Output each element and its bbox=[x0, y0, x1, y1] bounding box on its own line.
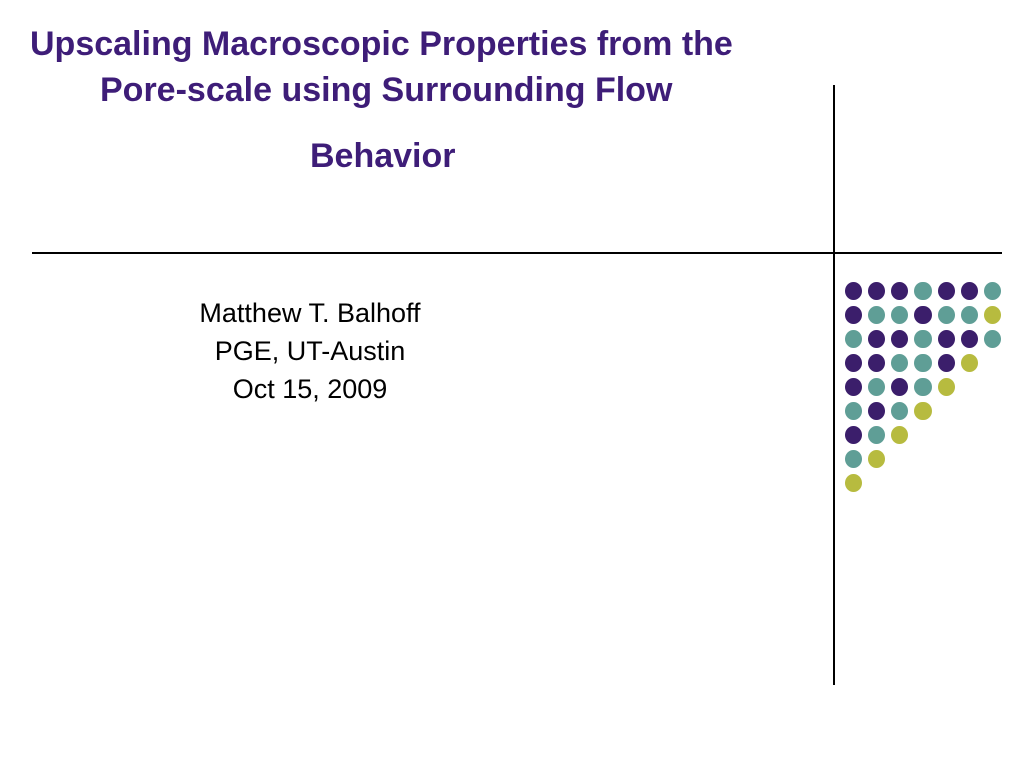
dot bbox=[891, 282, 908, 300]
dot-row bbox=[845, 426, 1007, 444]
dot bbox=[914, 354, 931, 372]
dot bbox=[868, 282, 885, 300]
dot bbox=[984, 450, 1001, 468]
dot bbox=[845, 450, 862, 468]
dot bbox=[961, 378, 978, 396]
dot bbox=[938, 378, 955, 396]
dot-row bbox=[845, 282, 1007, 300]
dot bbox=[961, 282, 978, 300]
dot bbox=[891, 354, 908, 372]
title-line-2: Pore-scale using Surrounding Flow bbox=[100, 68, 830, 114]
dot bbox=[961, 330, 978, 348]
dot bbox=[868, 306, 885, 324]
dot bbox=[845, 402, 862, 420]
dot bbox=[868, 330, 885, 348]
dot bbox=[845, 474, 862, 492]
dot bbox=[938, 402, 955, 420]
dot bbox=[938, 426, 955, 444]
dot bbox=[914, 474, 931, 492]
dot-row bbox=[845, 354, 1007, 372]
dot bbox=[984, 474, 1001, 492]
dot bbox=[961, 474, 978, 492]
dot bbox=[914, 330, 931, 348]
slide-title: Upscaling Macroscopic Properties from th… bbox=[30, 22, 830, 180]
title-line-1: Upscaling Macroscopic Properties from th… bbox=[30, 22, 830, 68]
dot bbox=[984, 402, 1001, 420]
dot bbox=[984, 426, 1001, 444]
dot-row bbox=[845, 330, 1007, 348]
horizontal-divider bbox=[32, 252, 1002, 254]
decorative-dot-grid bbox=[845, 282, 1007, 498]
dot bbox=[914, 426, 931, 444]
dot bbox=[914, 450, 931, 468]
dot bbox=[914, 306, 931, 324]
dot bbox=[868, 450, 885, 468]
dot bbox=[984, 306, 1001, 324]
dot-row bbox=[845, 306, 1007, 324]
author-name: Matthew T. Balhoff bbox=[0, 295, 620, 333]
dot bbox=[845, 282, 862, 300]
dot bbox=[891, 306, 908, 324]
dot bbox=[938, 474, 955, 492]
dot bbox=[845, 354, 862, 372]
dot-row bbox=[845, 450, 1007, 468]
dot bbox=[938, 282, 955, 300]
dot bbox=[845, 306, 862, 324]
dot-row bbox=[845, 402, 1007, 420]
dot bbox=[984, 282, 1001, 300]
dot bbox=[891, 450, 908, 468]
dot bbox=[914, 402, 931, 420]
dot bbox=[845, 426, 862, 444]
dot bbox=[868, 402, 885, 420]
dot bbox=[845, 378, 862, 396]
dot bbox=[914, 378, 931, 396]
dot-row bbox=[845, 378, 1007, 396]
dot bbox=[938, 450, 955, 468]
dot bbox=[984, 354, 1001, 372]
dot bbox=[961, 426, 978, 444]
author-block: Matthew T. Balhoff PGE, UT-Austin Oct 15… bbox=[0, 295, 620, 408]
dot bbox=[868, 354, 885, 372]
dot bbox=[961, 402, 978, 420]
date: Oct 15, 2009 bbox=[0, 371, 620, 409]
dot bbox=[914, 282, 931, 300]
dot bbox=[891, 330, 908, 348]
dot bbox=[868, 426, 885, 444]
dot bbox=[938, 354, 955, 372]
dot bbox=[961, 306, 978, 324]
title-line-3: Behavior bbox=[310, 134, 830, 180]
dot bbox=[984, 378, 1001, 396]
vertical-divider bbox=[833, 85, 835, 685]
dot bbox=[891, 402, 908, 420]
affiliation: PGE, UT-Austin bbox=[0, 333, 620, 371]
dot bbox=[868, 378, 885, 396]
dot bbox=[845, 330, 862, 348]
dot bbox=[891, 378, 908, 396]
dot bbox=[984, 330, 1001, 348]
dot bbox=[938, 330, 955, 348]
dot bbox=[891, 474, 908, 492]
dot bbox=[891, 426, 908, 444]
dot bbox=[938, 306, 955, 324]
dot bbox=[868, 474, 885, 492]
dot bbox=[961, 450, 978, 468]
dot bbox=[961, 354, 978, 372]
dot-row bbox=[845, 474, 1007, 492]
